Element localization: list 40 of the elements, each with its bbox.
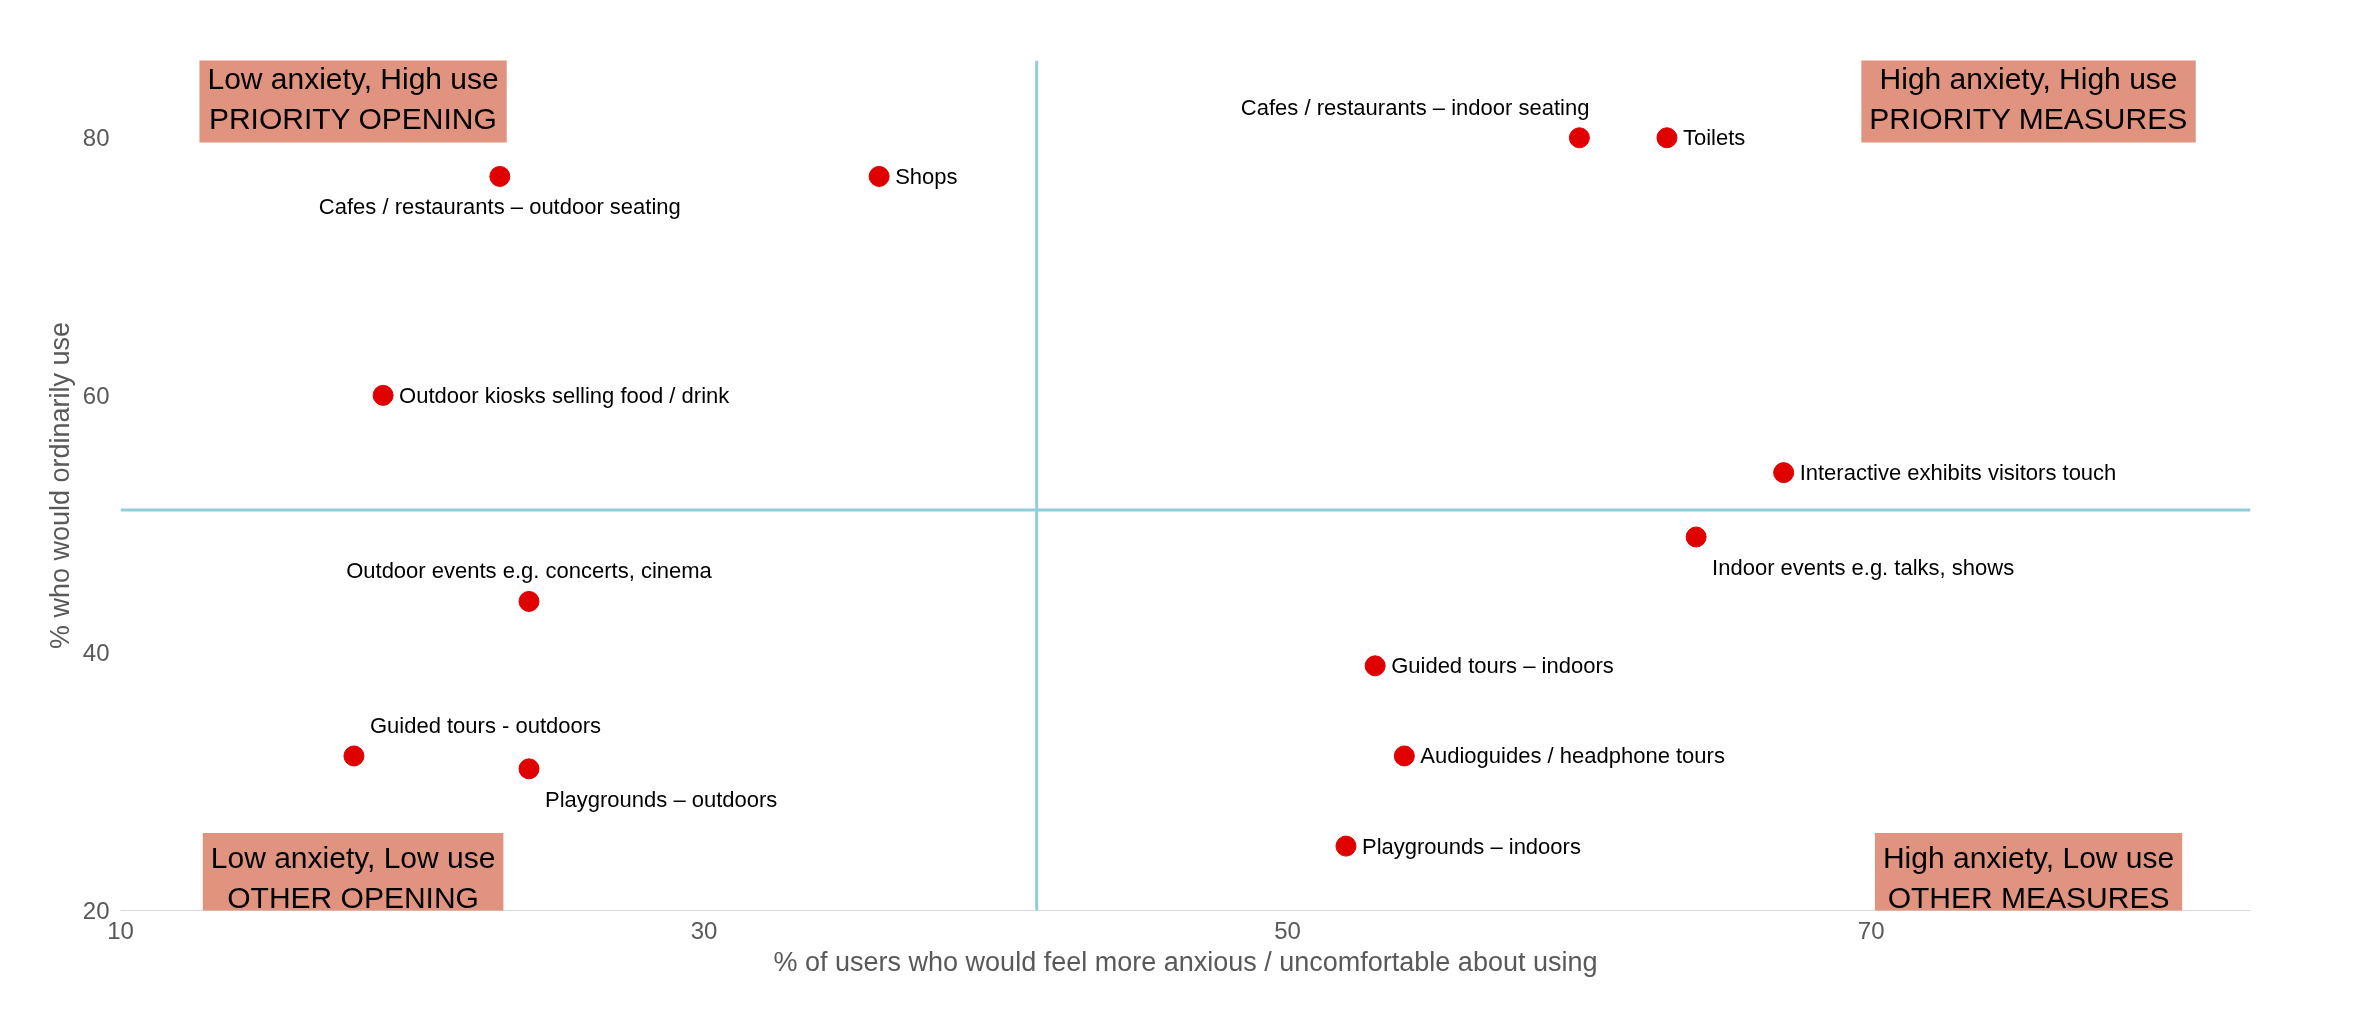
y-axis-title: % who would ordinarily use bbox=[44, 321, 75, 650]
annotation: High anxiety, Low use OTHER MEASURES bbox=[1882, 841, 2175, 914]
point bbox=[489, 165, 511, 187]
annotation: Indoor events e.g. talks, shows bbox=[1712, 555, 2015, 581]
y-tick-label: 20 bbox=[82, 897, 110, 924]
point bbox=[1773, 462, 1795, 484]
annotation: Playgrounds – outdoors bbox=[544, 786, 778, 812]
annotation: Interactive exhibits visitors touch bbox=[1799, 460, 2117, 486]
annotation: Guided tours – indoors bbox=[1391, 653, 1614, 679]
x-axis-title: % of users who would feel more anxious / uncomfortable about using bbox=[773, 946, 1598, 977]
y-tick-label: 60 bbox=[82, 381, 110, 409]
annotation: Toilets bbox=[1682, 125, 1746, 151]
annotation: Playgrounds – indoors bbox=[1361, 833, 1581, 859]
x-tick-label: 10 bbox=[107, 916, 134, 944]
point bbox=[1656, 127, 1678, 149]
point bbox=[1393, 745, 1415, 767]
point bbox=[1364, 655, 1386, 677]
annotation: Low anxiety, High use PRIORITY OPENING bbox=[207, 61, 499, 135]
annotation: Shops bbox=[895, 163, 958, 189]
annotation: Outdoor events e.g. concerts, cinema bbox=[346, 558, 713, 584]
y-tick-label: 80 bbox=[82, 124, 110, 152]
annotation: Outdoor kiosks selling food / drink bbox=[399, 382, 731, 408]
point bbox=[868, 165, 890, 187]
x-tick-label: 30 bbox=[690, 916, 718, 944]
annotation: Cafes / restaurants – outdoor seating bbox=[318, 194, 681, 220]
annotation: Cafes / restaurants – indoor seating bbox=[1240, 94, 1590, 120]
x-tick-label: 50 bbox=[1274, 916, 1301, 944]
annotation: Audioguides / headphone tours bbox=[1420, 743, 1725, 769]
annotation: Low anxiety, Low use OTHER OPENING bbox=[210, 841, 496, 914]
point bbox=[1685, 526, 1707, 548]
point bbox=[343, 745, 365, 767]
point bbox=[518, 758, 540, 780]
annotation: High anxiety, High use PRIORITY MEASURES bbox=[1869, 61, 2188, 135]
point bbox=[1335, 835, 1357, 857]
x-tick-label: 70 bbox=[1857, 916, 1885, 944]
point bbox=[372, 384, 394, 406]
point bbox=[1568, 127, 1590, 149]
annotation: Guided tours - outdoors bbox=[369, 712, 602, 738]
y-tick-label: 40 bbox=[82, 639, 110, 667]
point bbox=[518, 590, 540, 612]
